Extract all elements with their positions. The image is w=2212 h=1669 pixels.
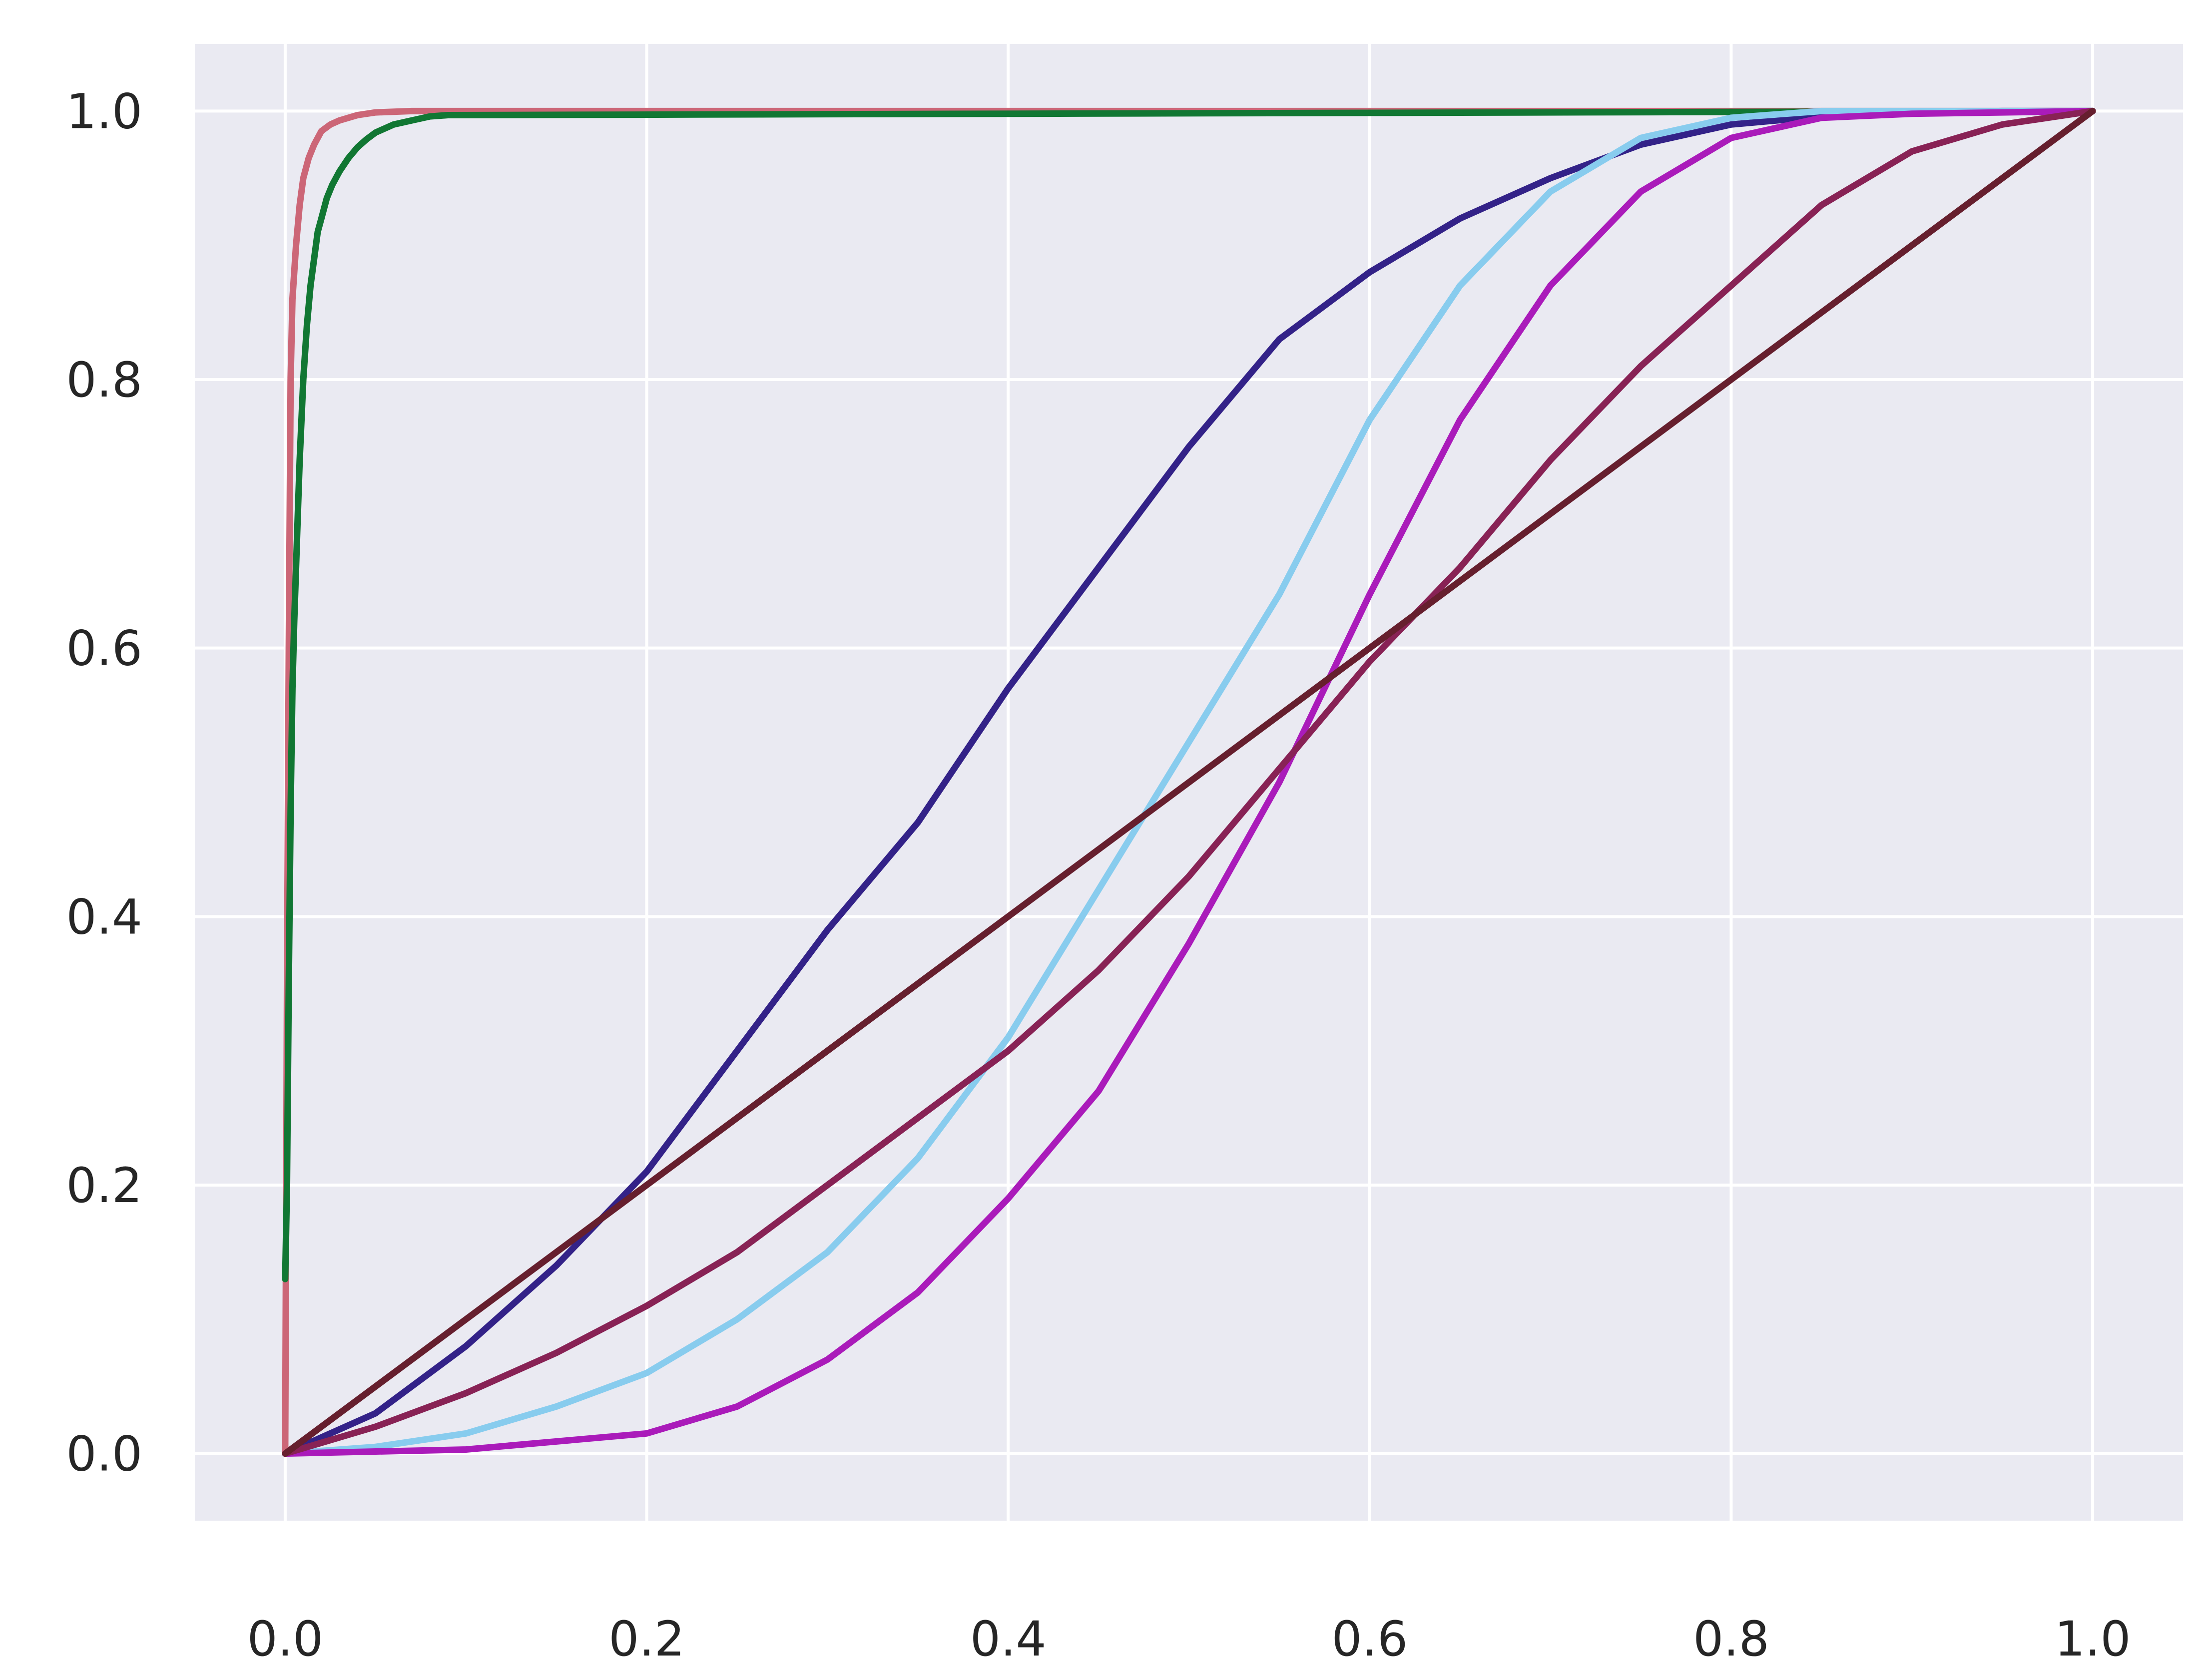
x-axis-ticks: 0.0 0.2 0.4 0.6 0.8 1.0 <box>247 1611 2131 1667</box>
x-tick-label: 1.0 <box>2055 1611 2131 1667</box>
y-axis-ticks: 0.0 0.2 0.4 0.6 0.8 1.0 <box>66 83 142 1482</box>
x-tick-label: 0.6 <box>1331 1611 1408 1667</box>
y-tick-label: 0.6 <box>66 621 142 677</box>
x-tick-label: 0.8 <box>1693 1611 1769 1667</box>
series-line-6 <box>282 107 2096 1457</box>
x-tick-label: 0.2 <box>608 1611 685 1667</box>
y-tick-label: 1.0 <box>66 83 142 139</box>
series-line-5 <box>282 107 2096 1457</box>
series-line-4 <box>282 107 2096 1457</box>
series-line-1 <box>282 107 2096 1457</box>
series-line-7 <box>282 107 2096 1457</box>
y-tick-label: 0.4 <box>66 889 142 945</box>
y-tick-label: 0.2 <box>66 1158 142 1214</box>
series-group <box>282 107 2096 1457</box>
y-tick-label: 0.8 <box>66 352 142 408</box>
y-tick-label: 0.0 <box>66 1426 142 1482</box>
x-tick-label: 0.4 <box>970 1611 1047 1667</box>
x-tick-label: 0.0 <box>247 1611 324 1667</box>
series-line-3 <box>282 107 2096 1457</box>
series-line-2 <box>282 107 2096 1282</box>
